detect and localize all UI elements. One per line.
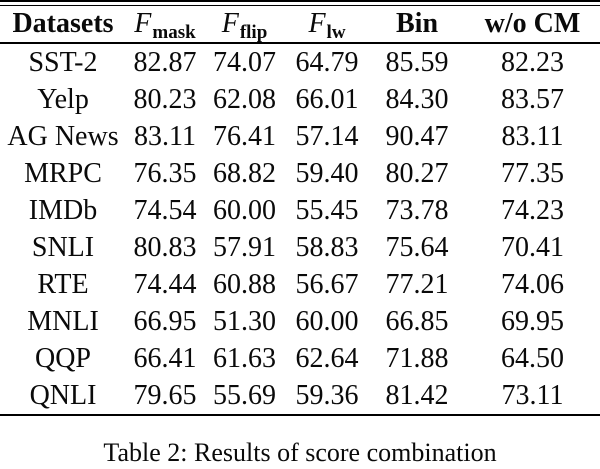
value-cell: 90.47 bbox=[385, 120, 449, 152]
value-cell: 83.11 bbox=[134, 120, 196, 152]
dataset-cell: RTE bbox=[37, 268, 89, 300]
results-table: Datasets Fmask Fflip Flw Bin w/o CM SST-2 82.8… bbox=[0, 6, 600, 414]
value-cell: 68.82 bbox=[213, 157, 276, 189]
value-cell: 66.41 bbox=[133, 342, 197, 374]
value-cell: 83.57 bbox=[501, 83, 564, 115]
value-cell: 85.59 bbox=[385, 46, 449, 78]
header-cell-datasets: Datasets bbox=[0, 6, 126, 44]
dataset-cell: Yelp bbox=[37, 83, 89, 115]
value-cell: 82.87 bbox=[133, 46, 197, 78]
value-cell: 66.95 bbox=[133, 305, 197, 337]
value-cell: 62.64 bbox=[295, 342, 359, 374]
value-cell: 83.11 bbox=[501, 120, 564, 152]
header-cell-f-lw: Flw bbox=[285, 6, 369, 44]
value-cell: 80.23 bbox=[133, 83, 197, 115]
value-cell: 70.41 bbox=[501, 231, 564, 263]
bottom-rule bbox=[0, 414, 600, 416]
value-cell: 76.41 bbox=[213, 120, 276, 152]
top-rule-inner bbox=[0, 5, 600, 6]
value-cell: 66.85 bbox=[385, 305, 449, 337]
value-cell: 55.45 bbox=[295, 194, 359, 226]
header-cell-f-flip: Fflip bbox=[204, 6, 285, 44]
dataset-cell: AG News bbox=[7, 120, 119, 152]
table-row: RTE 74.44 60.88 56.67 77.21 74.06 bbox=[0, 266, 600, 303]
dataset-cell: MNLI bbox=[27, 305, 99, 337]
metric-subscript: mask bbox=[152, 22, 196, 43]
value-cell: 64.50 bbox=[501, 342, 564, 374]
table-row: MNLI 66.95 51.30 60.00 66.85 69.95 bbox=[0, 303, 600, 340]
value-cell: 62.08 bbox=[213, 83, 276, 115]
header-row: Datasets Fmask Fflip Flw Bin w/o CM bbox=[0, 6, 600, 44]
header-cell-bin: Bin bbox=[369, 6, 465, 44]
value-cell: 61.63 bbox=[213, 342, 276, 374]
metric-symbol: F bbox=[134, 8, 152, 39]
metric-symbol: F bbox=[221, 8, 239, 39]
value-cell: 82.23 bbox=[501, 46, 564, 78]
value-cell: 81.42 bbox=[385, 379, 449, 411]
table-row: QQP 66.41 61.63 62.64 71.88 64.50 bbox=[0, 340, 600, 377]
top-rule-outer bbox=[0, 0, 600, 2]
header-cell-f-mask: Fmask bbox=[126, 6, 204, 44]
value-cell: 74.23 bbox=[501, 194, 564, 226]
value-cell: 76.35 bbox=[133, 157, 197, 189]
value-cell: 57.14 bbox=[295, 120, 359, 152]
table-row: SST-2 82.87 74.07 64.79 85.59 82.23 bbox=[0, 43, 600, 81]
value-cell: 77.35 bbox=[501, 157, 564, 189]
value-cell: 77.21 bbox=[385, 268, 449, 300]
value-cell: 84.30 bbox=[385, 83, 449, 115]
metric-subscript: lw bbox=[326, 22, 346, 43]
value-cell: 55.69 bbox=[213, 379, 276, 411]
value-cell: 69.95 bbox=[501, 305, 564, 337]
metric-subscript: flip bbox=[239, 22, 268, 43]
dataset-cell: QQP bbox=[34, 342, 91, 374]
value-cell: 80.83 bbox=[133, 231, 197, 263]
value-cell: 75.64 bbox=[385, 231, 449, 263]
value-cell: 59.36 bbox=[295, 379, 359, 411]
dataset-cell: IMDb bbox=[28, 194, 98, 226]
value-cell: 56.67 bbox=[295, 268, 359, 300]
dataset-cell: SST-2 bbox=[28, 46, 98, 78]
header-cell-w-o-cm: w/o CM bbox=[465, 6, 600, 44]
value-cell: 64.79 bbox=[295, 46, 359, 78]
value-cell: 60.88 bbox=[213, 268, 276, 300]
table-row: SNLI 80.83 57.91 58.83 75.64 70.41 bbox=[0, 229, 600, 266]
value-cell: 60.00 bbox=[213, 194, 276, 226]
value-cell: 73.11 bbox=[501, 379, 564, 411]
value-cell: 73.78 bbox=[385, 194, 449, 226]
dataset-cell: QNLI bbox=[29, 379, 97, 411]
value-cell: 51.30 bbox=[213, 305, 276, 337]
metric-symbol: F bbox=[308, 8, 326, 39]
table-row: AG News 83.11 76.41 57.14 90.47 83.11 bbox=[0, 118, 600, 155]
table-body: SST-2 82.87 74.07 64.79 85.59 82.23 Yelp 80.23 6… bbox=[0, 43, 600, 414]
value-cell: 74.06 bbox=[501, 268, 564, 300]
value-cell: 60.00 bbox=[295, 305, 359, 337]
value-cell: 59.40 bbox=[295, 157, 359, 189]
dataset-cell: MRPC bbox=[24, 157, 102, 189]
value-cell: 79.65 bbox=[133, 379, 197, 411]
table-row: QNLI 79.65 55.69 59.36 81.42 73.11 bbox=[0, 377, 600, 414]
value-cell: 71.88 bbox=[385, 342, 449, 374]
value-cell: 58.83 bbox=[295, 231, 359, 263]
value-cell: 57.91 bbox=[213, 231, 276, 263]
table-caption: Table 2: Results of score combination bbox=[103, 438, 497, 467]
table-row: Yelp 80.23 62.08 66.01 84.30 83.57 bbox=[0, 81, 600, 118]
value-cell: 74.07 bbox=[213, 46, 276, 78]
table-row: IMDb 74.54 60.00 55.45 73.78 74.23 bbox=[0, 192, 600, 229]
value-cell: 80.27 bbox=[385, 157, 449, 189]
table-row: MRPC 76.35 68.82 59.40 80.27 77.35 bbox=[0, 155, 600, 192]
value-cell: 66.01 bbox=[295, 83, 359, 115]
value-cell: 74.44 bbox=[133, 268, 197, 300]
value-cell: 74.54 bbox=[133, 194, 197, 226]
dataset-cell: SNLI bbox=[31, 231, 95, 263]
